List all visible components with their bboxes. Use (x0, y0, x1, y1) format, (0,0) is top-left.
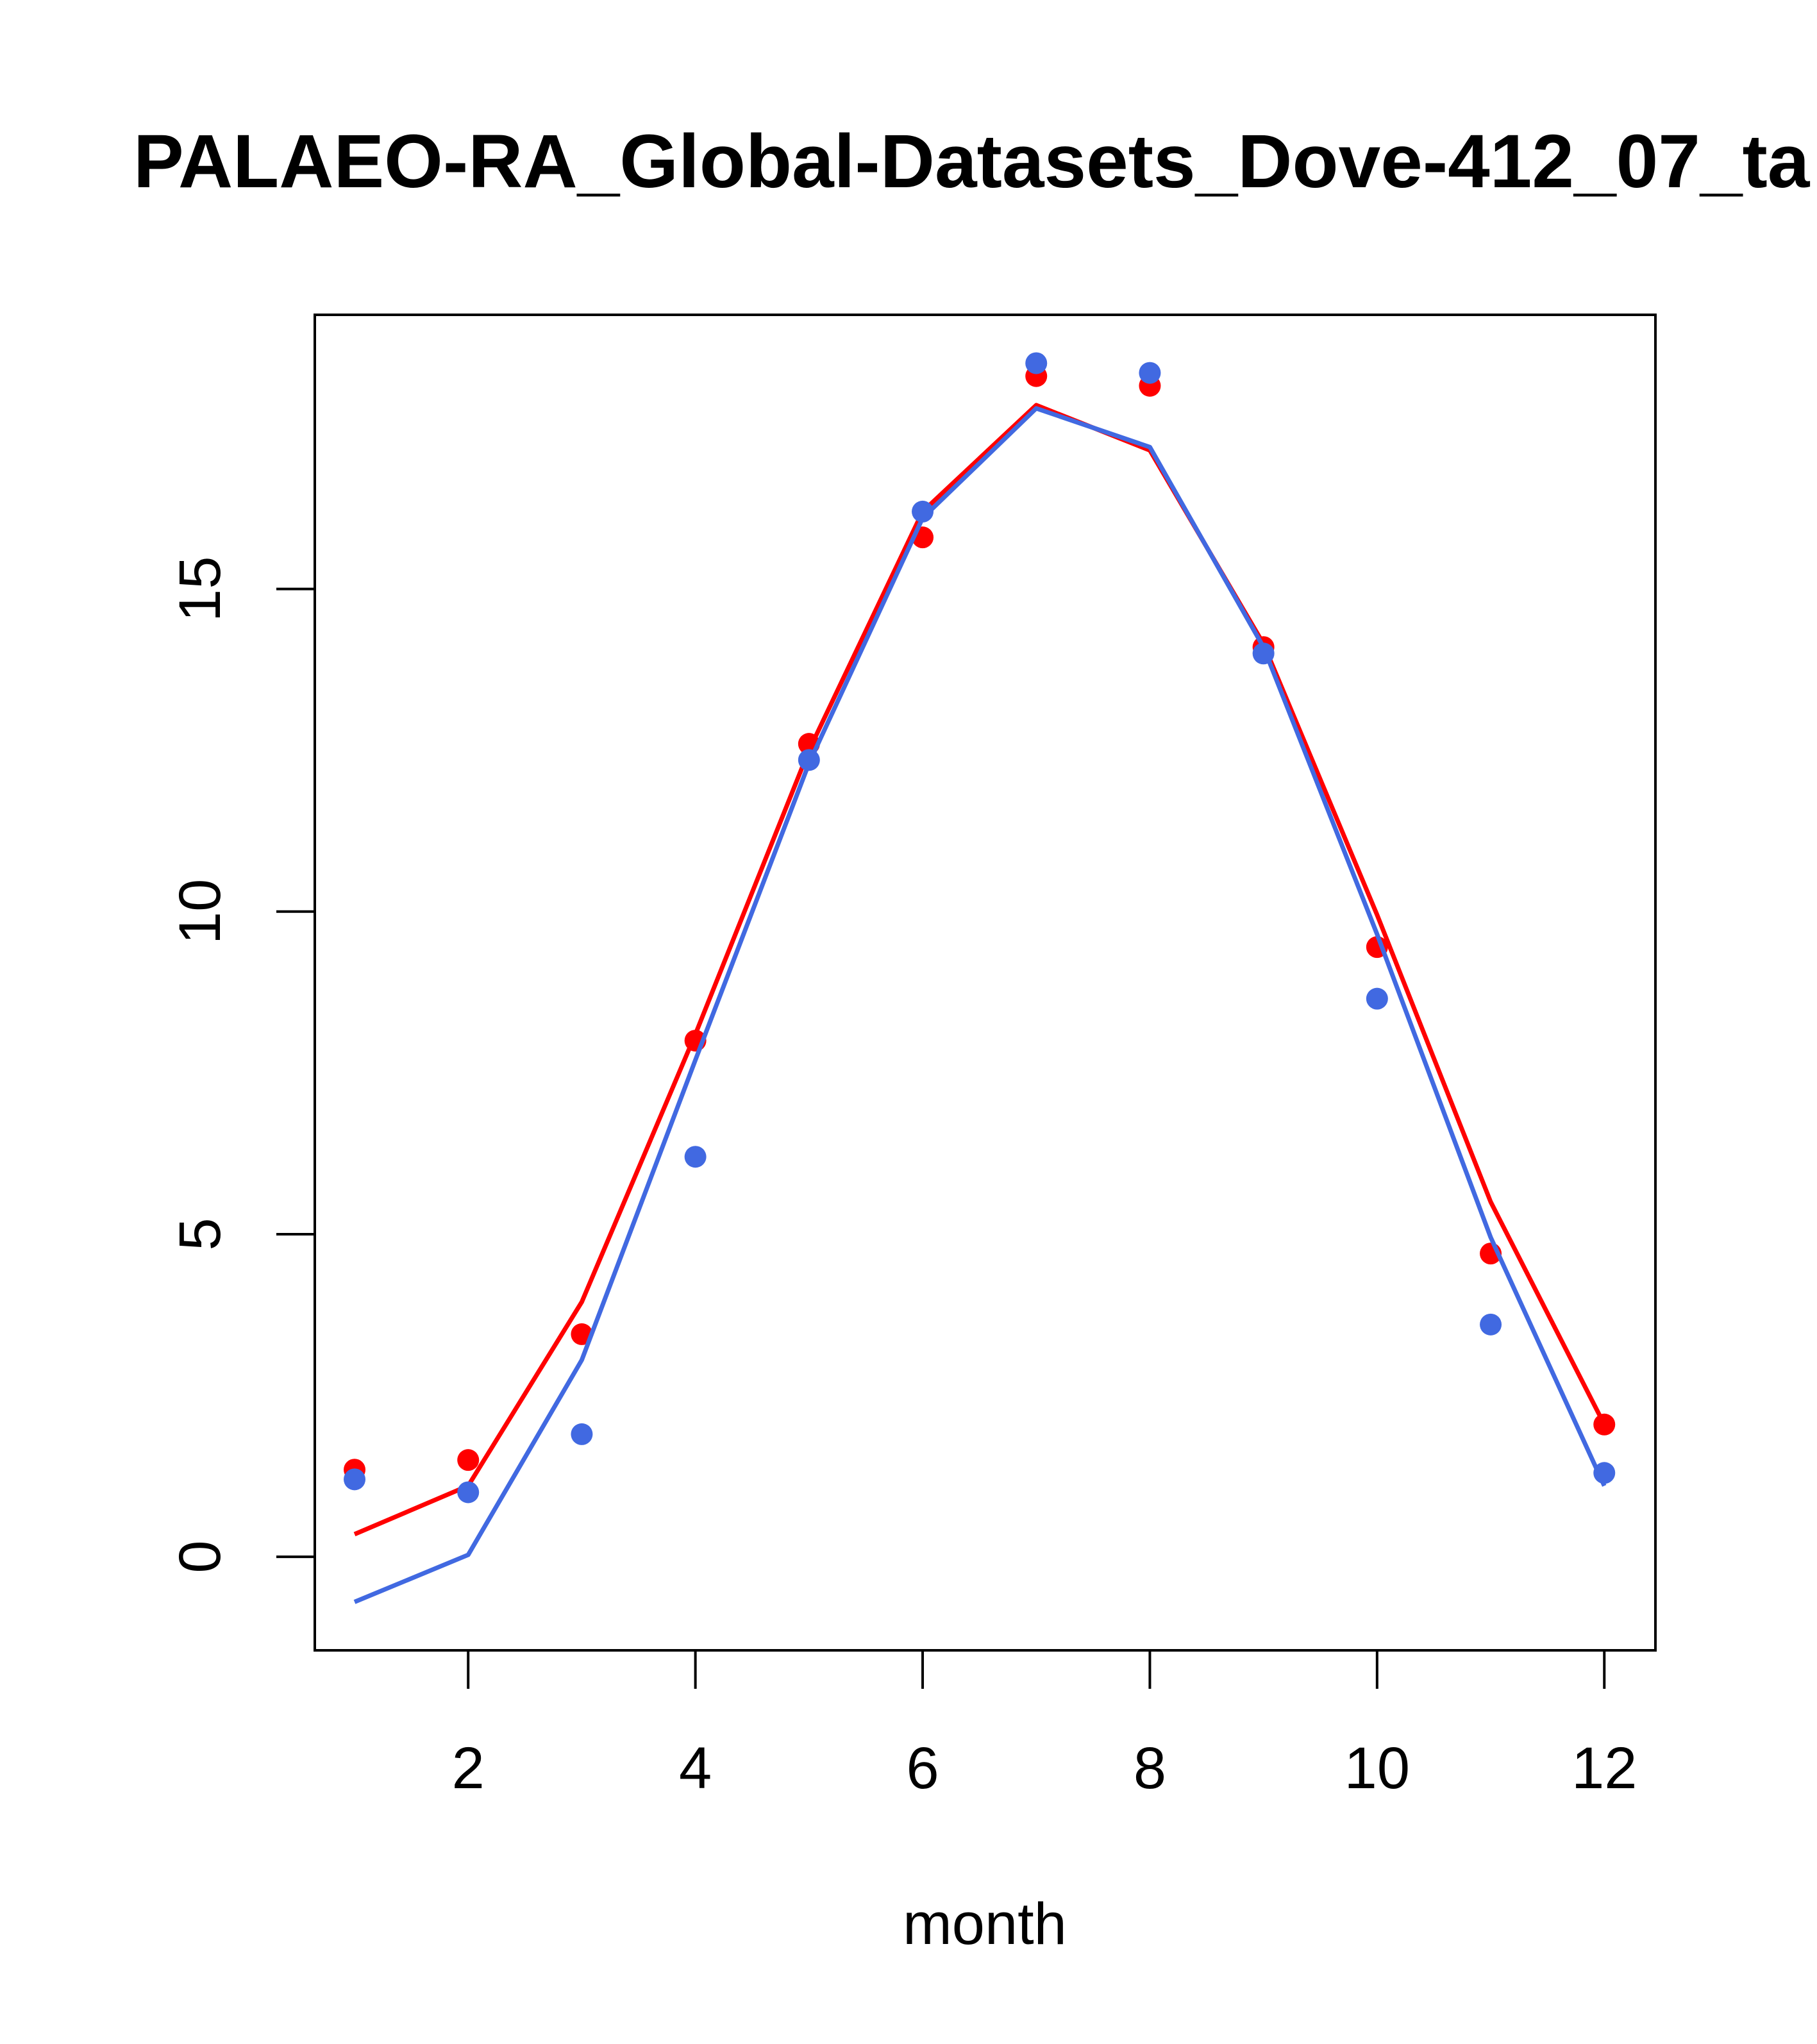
series-point-blue (1139, 362, 1161, 384)
series-point-blue (684, 1146, 707, 1168)
series-point-blue (571, 1423, 593, 1445)
series-point-blue (1252, 642, 1275, 665)
y-tick-label: 5 (167, 1218, 233, 1250)
x-tick-label: 8 (1134, 1736, 1166, 1801)
series-point-red (457, 1449, 480, 1471)
y-tick-label: 0 (167, 1541, 233, 1573)
series-point-blue (457, 1481, 480, 1504)
x-axis-label: month (903, 1891, 1067, 1957)
series-point-blue (798, 749, 820, 771)
chart-title: PALAEO-RA_Global-Datasets_Dove-412_07_ta (133, 119, 1811, 204)
x-tick-label: 2 (452, 1736, 485, 1801)
series-point-red (1593, 1413, 1616, 1436)
y-tick-label: 10 (167, 879, 233, 944)
x-tick-label: 12 (1571, 1736, 1637, 1801)
x-tick-label: 10 (1344, 1736, 1410, 1801)
series-line-blue (353, 406, 1607, 1604)
plot-frame (314, 314, 1657, 1652)
series-point-blue (344, 1468, 366, 1491)
series-layer (344, 352, 1616, 1604)
x-tick-label: 6 (906, 1736, 939, 1801)
y-tick-label: 15 (167, 556, 233, 621)
series-point-blue (912, 500, 934, 523)
series-point-blue (1366, 987, 1388, 1010)
series-point-blue (1025, 352, 1048, 374)
x-axis: 2 4 6 8 10 12 (452, 1649, 1637, 1801)
x-tick-label: 4 (679, 1736, 712, 1801)
series-line-red (353, 403, 1607, 1537)
series-point-blue (1480, 1313, 1502, 1336)
series-point-blue (1593, 1462, 1616, 1484)
y-axis: 0 5 10 15 (167, 556, 316, 1573)
